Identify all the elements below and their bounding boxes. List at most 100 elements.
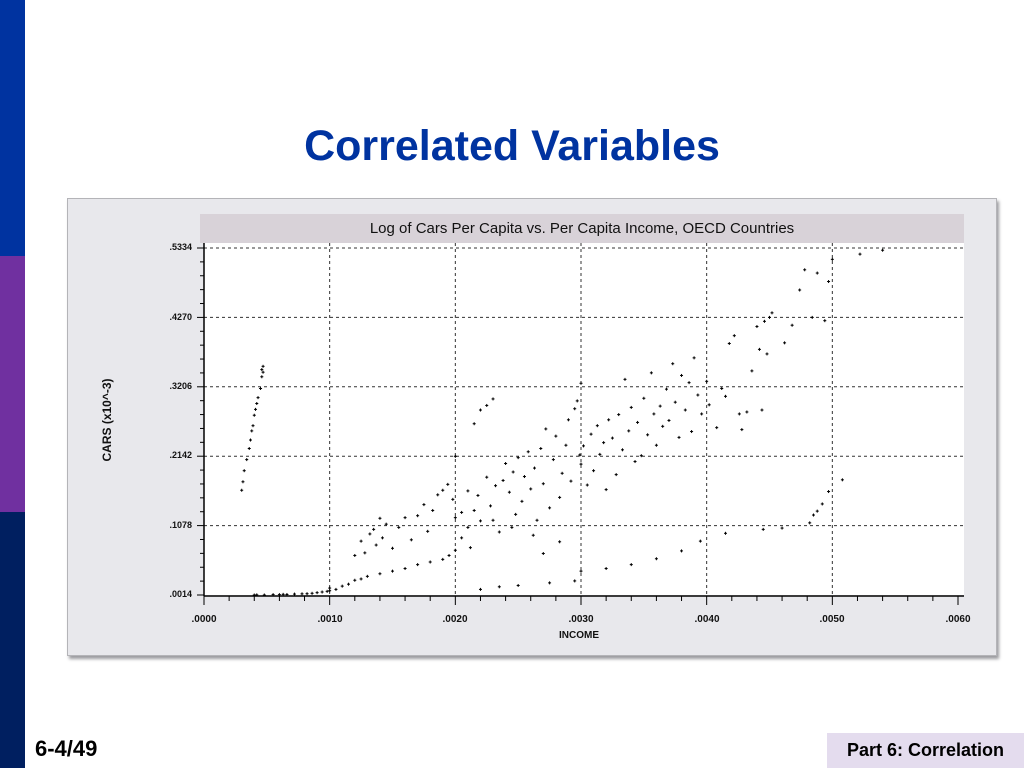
- y-tick-label: .0014: [169, 589, 192, 599]
- data-point: [526, 450, 530, 454]
- y-tick-label: .5334: [169, 242, 192, 252]
- data-point: [700, 412, 704, 416]
- data-point: [760, 408, 764, 412]
- data-point: [548, 506, 552, 510]
- data-point: [466, 525, 470, 529]
- data-point: [654, 443, 658, 447]
- data-point: [783, 341, 787, 345]
- data-point: [453, 548, 457, 552]
- data-point: [478, 408, 482, 412]
- data-point: [592, 469, 596, 473]
- data-point: [680, 373, 684, 377]
- data-point: [881, 248, 885, 252]
- data-point: [485, 475, 489, 479]
- data-point: [820, 502, 824, 506]
- data-point: [472, 508, 476, 512]
- data-point: [707, 403, 711, 407]
- data-point: [598, 452, 602, 456]
- data-point: [750, 369, 754, 373]
- y-tick-label: .1078: [169, 520, 192, 530]
- data-point: [409, 538, 413, 542]
- data-point: [245, 458, 249, 462]
- data-point: [397, 525, 401, 529]
- data-point: [639, 454, 643, 458]
- data-point: [724, 531, 728, 535]
- data-point: [636, 420, 640, 424]
- data-point: [548, 581, 552, 585]
- data-point: [431, 508, 435, 512]
- data-point: [300, 592, 304, 596]
- data-point: [740, 428, 744, 432]
- data-point: [320, 590, 324, 594]
- data-point: [798, 288, 802, 292]
- data-point: [252, 413, 256, 417]
- data-point: [476, 493, 480, 497]
- data-point: [468, 546, 472, 550]
- data-point: [248, 438, 252, 442]
- slide-title: Correlated Variables: [304, 122, 720, 170]
- data-point: [607, 418, 611, 422]
- data-point: [737, 412, 741, 416]
- data-point: [585, 483, 589, 487]
- data-point: [551, 458, 555, 462]
- data-point: [646, 433, 650, 437]
- data-point: [241, 480, 245, 484]
- data-point: [460, 510, 464, 514]
- data-point: [328, 589, 332, 593]
- sidebar-segment-purple: [0, 256, 25, 512]
- data-point: [451, 497, 455, 501]
- data-point: [416, 563, 420, 567]
- y-tick-label: .3206: [169, 381, 192, 391]
- data-point: [696, 393, 700, 397]
- data-point: [460, 536, 464, 540]
- data-point: [441, 557, 445, 561]
- data-point: [539, 447, 543, 451]
- data-point: [261, 364, 265, 368]
- data-point: [614, 473, 618, 477]
- data-point: [254, 407, 258, 411]
- data-point: [620, 448, 624, 452]
- chart-title: Log of Cars Per Capita vs. Per Capita In…: [200, 214, 964, 243]
- data-point: [416, 514, 420, 518]
- x-axis-label: INCOME: [559, 630, 599, 641]
- data-point: [727, 341, 731, 345]
- data-point: [250, 429, 254, 433]
- data-point: [840, 478, 844, 482]
- data-point: [554, 434, 558, 438]
- data-point: [391, 569, 394, 573]
- data-point: [808, 521, 812, 525]
- data-point: [815, 271, 819, 275]
- data-point: [579, 381, 583, 385]
- data-point: [514, 512, 518, 516]
- data-point: [595, 424, 599, 428]
- data-point: [579, 462, 583, 466]
- page-number: 6-4/49: [35, 736, 98, 761]
- data-point: [305, 592, 309, 596]
- data-point: [353, 578, 357, 582]
- data-point: [715, 426, 719, 430]
- data-point: [271, 593, 275, 597]
- data-point: [240, 488, 244, 492]
- data-point: [683, 408, 687, 412]
- data-point: [529, 487, 533, 491]
- data-point: [507, 490, 511, 494]
- data-point: [720, 386, 724, 390]
- data-point: [677, 435, 681, 439]
- data-point: [573, 407, 577, 411]
- data-point: [478, 587, 482, 591]
- data-point: [654, 557, 658, 561]
- data-point: [673, 400, 677, 404]
- data-point: [242, 469, 246, 473]
- data-point: [446, 482, 450, 486]
- data-point: [582, 444, 586, 448]
- data-point: [491, 397, 495, 401]
- data-point: [671, 362, 675, 366]
- data-point: [292, 592, 296, 596]
- data-point: [762, 319, 766, 323]
- data-point: [453, 454, 457, 458]
- data-point: [629, 405, 633, 409]
- data-point: [661, 424, 665, 428]
- data-point: [664, 387, 668, 391]
- section-tag: Part 6: Correlation: [827, 733, 1024, 768]
- data-point: [441, 488, 445, 492]
